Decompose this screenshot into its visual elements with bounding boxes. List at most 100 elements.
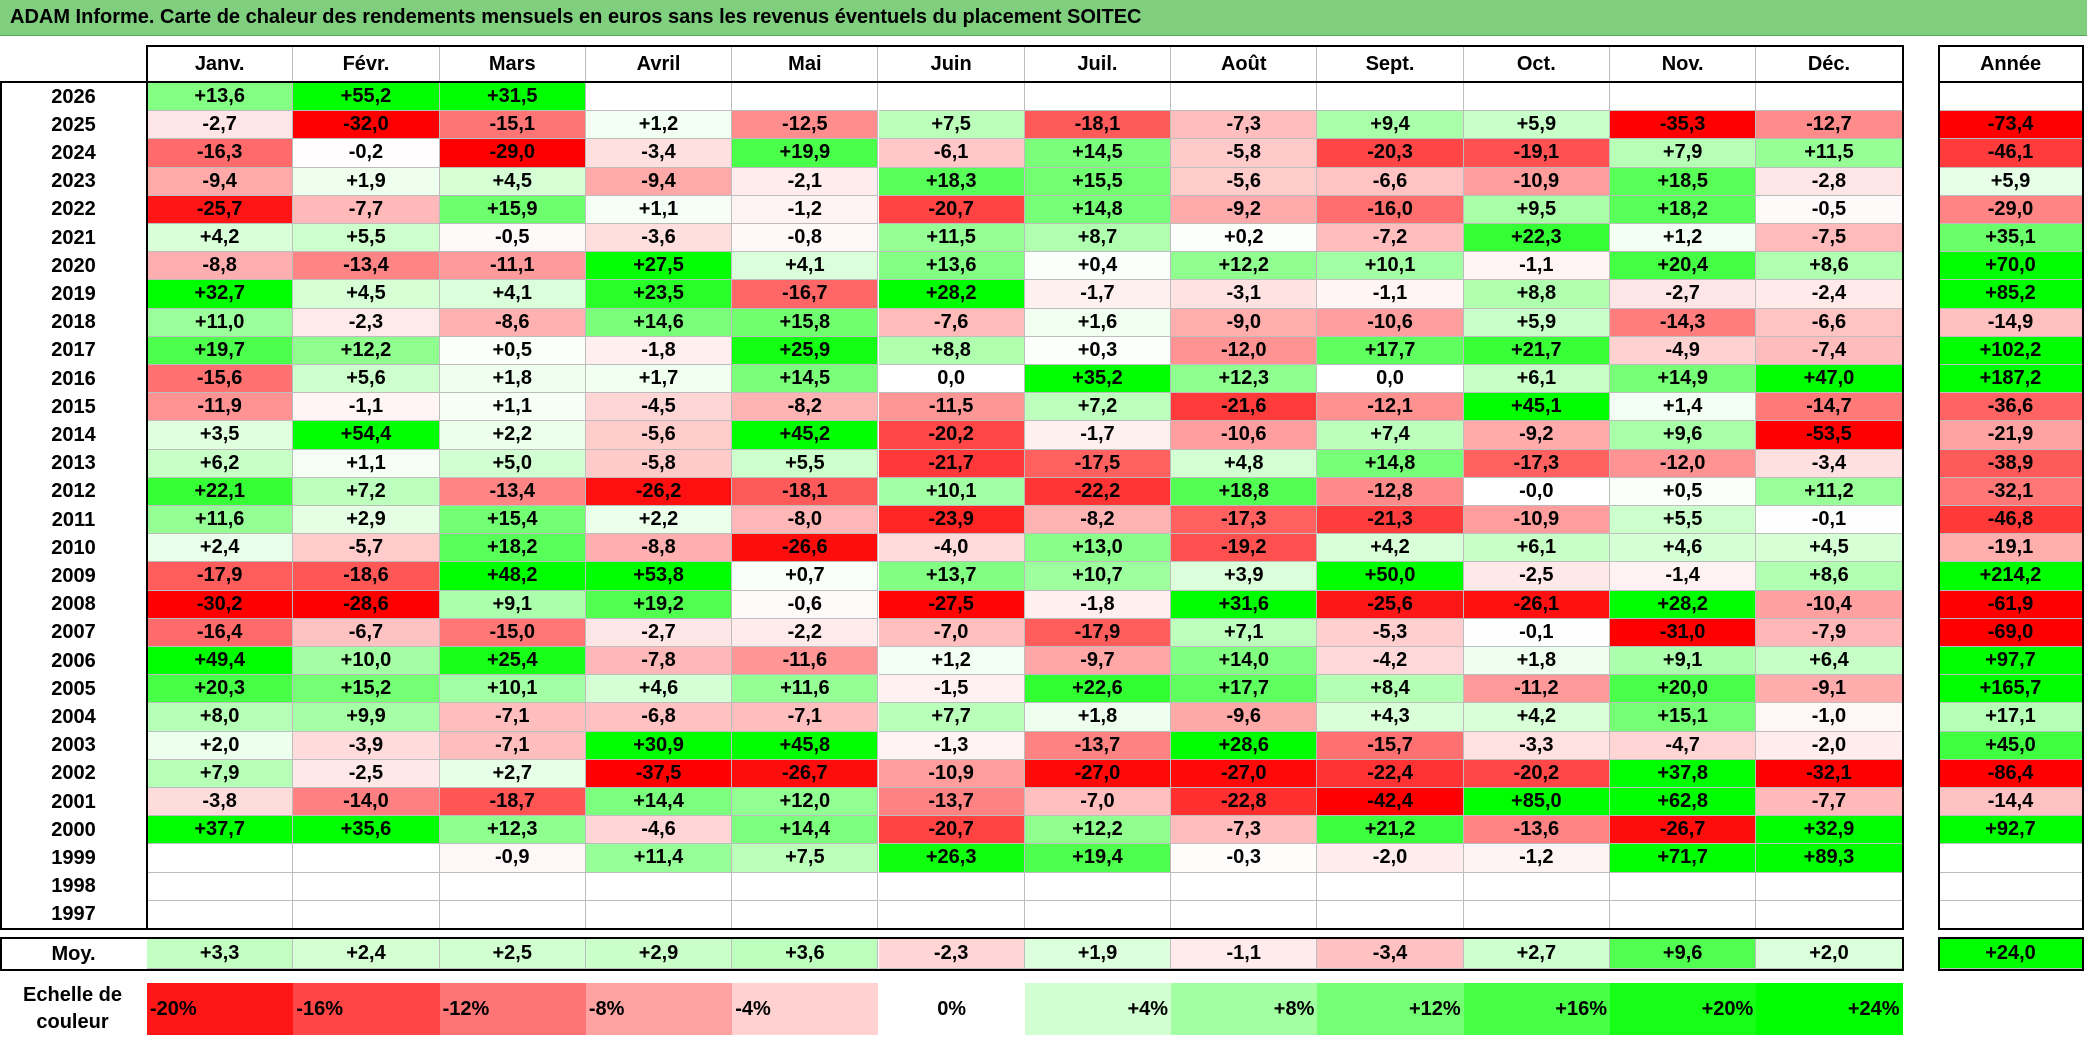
heatmap-cell: +9,4 <box>1317 111 1464 140</box>
year-total-cell: +17,1 <box>1939 703 2083 732</box>
heatmap-cell: +28,2 <box>878 280 1025 309</box>
heatmap-cell: -2,4 <box>1756 280 1903 309</box>
year-column-header: Année <box>1939 47 2083 82</box>
heatmap-cell: +9,1 <box>439 590 586 619</box>
heatmap-cell: +5,6 <box>293 365 440 394</box>
heatmap-cell: +13,7 <box>878 562 1025 591</box>
heatmap-cell <box>439 872 586 901</box>
heatmap-cell: -26,7 <box>1610 816 1757 845</box>
heatmap-cell: -19,1 <box>1463 139 1610 168</box>
heatmap-cell: -5,8 <box>585 449 733 478</box>
heatmap-cell: -9,6 <box>1171 703 1318 732</box>
heatmap-cell: -0,5 <box>439 224 586 253</box>
heatmap-cell: +28,6 <box>1171 731 1318 760</box>
year-label: 2007 <box>51 621 96 644</box>
heatmap-cell: +6,1 <box>1463 365 1610 394</box>
heatmap-cell: -1,0 <box>1756 703 1903 732</box>
heatmap-cell <box>585 83 733 112</box>
heatmap-cell: +21,7 <box>1463 336 1610 365</box>
heatmap-cell: -12,0 <box>1610 449 1757 478</box>
heatmap-cell: +1,2 <box>1610 224 1757 253</box>
heatmap-cell: +10,1 <box>439 675 586 704</box>
heatmap-cell: -27,0 <box>1024 759 1172 788</box>
year-total-cell: -14,4 <box>1939 788 2083 817</box>
heatmap-cell: +85,0 <box>1463 788 1610 817</box>
heatmap-cell: +4,6 <box>585 675 733 704</box>
heatmap-cell: +2,2 <box>585 506 733 535</box>
heatmap-cell: +8,8 <box>1463 280 1610 309</box>
year-label: 2015 <box>51 395 96 418</box>
heatmap-cell: -16,4 <box>147 618 294 647</box>
year-label: 1997 <box>51 903 96 926</box>
heatmap-cell: -15,6 <box>147 365 294 394</box>
heatmap-cell: -27,5 <box>878 590 1025 619</box>
chart-title: ADAM Informe. Carte de chaleur des rende… <box>10 6 1142 28</box>
year-total-cell: -29,0 <box>1939 195 2083 224</box>
year-label: 2012 <box>51 480 96 503</box>
average-cell: +2,7 <box>1463 939 1610 969</box>
heatmap-cell: -25,6 <box>1317 590 1464 619</box>
heatmap-cell: +5,5 <box>1610 506 1757 535</box>
heatmap-cell: -20,2 <box>878 421 1025 450</box>
heatmap-cell: +20,4 <box>1610 252 1757 281</box>
heatmap-cell: -17,5 <box>1024 449 1172 478</box>
average-cell: +2,5 <box>439 939 586 969</box>
heatmap-cell: -2,7 <box>1610 280 1757 309</box>
month-header: Oct. <box>1463 47 1610 82</box>
heatmap-cell <box>1463 900 1610 929</box>
average-cell: -2,3 <box>878 939 1025 969</box>
heatmap-cell: +19,2 <box>585 590 733 619</box>
heatmap-cell: +14,4 <box>732 816 879 845</box>
heatmap-cell: -10,4 <box>1756 590 1903 619</box>
heatmap-cell <box>1171 83 1318 112</box>
month-header: Nov. <box>1610 47 1757 82</box>
heatmap-cell: -18,6 <box>293 562 440 591</box>
heatmap-cell <box>878 872 1025 901</box>
heatmap-cell: -2,1 <box>732 167 879 196</box>
heatmap-cell <box>878 83 1025 112</box>
year-total-cell: -46,8 <box>1939 506 2083 535</box>
heatmap-cell <box>1610 83 1757 112</box>
heatmap-cell: +2,4 <box>147 534 294 563</box>
heatmap-cell: -8,2 <box>732 393 879 422</box>
heatmap-cell: +9,6 <box>1610 421 1757 450</box>
heatmap-cell: +8,0 <box>147 703 294 732</box>
heatmap-cell: +14,8 <box>1024 195 1172 224</box>
heatmap-cell: -18,1 <box>1024 111 1172 140</box>
heatmap-cell: -15,1 <box>439 111 586 140</box>
heatmap-cell: -12,1 <box>1317 393 1464 422</box>
heatmap-cell: -13,7 <box>1024 731 1172 760</box>
year-total-cell: -46,1 <box>1939 139 2083 168</box>
month-header: Janv. <box>147 47 294 82</box>
heatmap-cell <box>293 900 440 929</box>
heatmap-cell <box>1171 900 1318 929</box>
heatmap-cell: +12,2 <box>293 336 440 365</box>
heatmap-cell: +4,6 <box>1610 534 1757 563</box>
heatmap-cell: -7,3 <box>1171 111 1318 140</box>
heatmap-cell: -7,5 <box>1756 224 1903 253</box>
heatmap-cell: +10,1 <box>878 477 1025 506</box>
heatmap-cell: -6,8 <box>585 703 733 732</box>
heatmap-cell: +23,5 <box>585 280 733 309</box>
year-label: 2004 <box>51 705 96 728</box>
heatmap-cell: +17,7 <box>1317 336 1464 365</box>
heatmap-cell: -8,2 <box>1024 506 1172 535</box>
heatmap-cell: -13,4 <box>293 252 440 281</box>
heatmap-cell: +4,1 <box>439 280 586 309</box>
heatmap-cell: -26,2 <box>585 477 733 506</box>
year-total-cell: +85,2 <box>1939 280 2083 309</box>
heatmap-cell: +10,1 <box>1317 252 1464 281</box>
heatmap-cell: +11,5 <box>878 224 1025 253</box>
heatmap-cell: +3,5 <box>147 421 294 450</box>
year-label: 2013 <box>51 452 96 475</box>
heatmap-cell: -3,8 <box>147 788 294 817</box>
heatmap-cell: +22,3 <box>1463 224 1610 253</box>
heatmap-cell <box>147 872 294 901</box>
heatmap-cell: +1,1 <box>293 449 440 478</box>
year-label: 2002 <box>51 762 96 785</box>
heatmap-cell: +4,5 <box>293 280 440 309</box>
heatmap-cell: -10,6 <box>1171 421 1318 450</box>
heatmap-cell: +30,9 <box>585 731 733 760</box>
heatmap-cell: +4,5 <box>1756 534 1903 563</box>
heatmap-cell: +25,4 <box>439 647 586 676</box>
